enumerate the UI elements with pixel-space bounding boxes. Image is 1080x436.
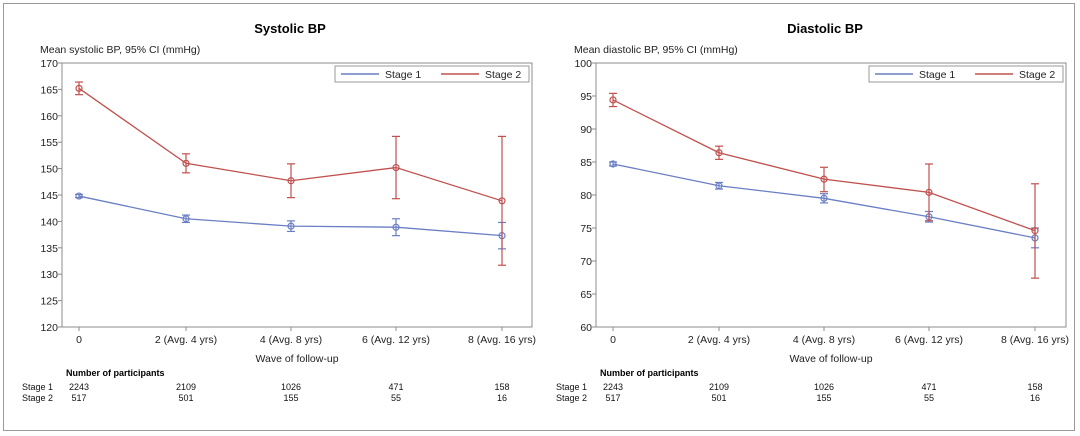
x-tick-label: 2 (Avg. 4 yrs) <box>688 334 750 346</box>
participants-count: 501 <box>711 393 726 403</box>
participants-count: 2243 <box>603 382 623 392</box>
series-line <box>612 99 1036 232</box>
series-stage-2 <box>75 81 506 266</box>
y-tick-label: 100 <box>574 58 592 70</box>
y-axis-label: Mean diastolic BP, 95% CI (mmHg) <box>574 44 738 56</box>
participants-count: 16 <box>1030 393 1040 403</box>
participants-row-label: Stage 1 <box>556 382 587 392</box>
y-tick-label: 120 <box>40 322 58 334</box>
participants-count: 1026 <box>281 382 301 392</box>
chart-panel-1: Systolic BP Mean systolic BP, 95% CI (mmH… <box>22 21 536 403</box>
data-point <box>609 96 617 104</box>
x-tick-label: 2 (Avg. 4 yrs) <box>155 334 217 346</box>
participants-count: 55 <box>391 393 401 403</box>
data-point <box>182 215 190 223</box>
data-point <box>820 194 828 202</box>
y-tick-label: 135 <box>40 243 58 255</box>
participants-count: 158 <box>494 382 509 392</box>
legend: Stage 1 Stage 2 <box>868 65 1064 83</box>
y-tick-label: 140 <box>40 216 58 228</box>
chart-title: Diastolic BP <box>787 21 863 36</box>
data-point <box>75 192 83 200</box>
plot-area <box>595 62 1067 328</box>
participants-count: 155 <box>283 393 298 403</box>
y-tick-label: 150 <box>40 164 58 176</box>
x-tick-label: 0 <box>610 334 616 346</box>
legend-label: Stage 1 <box>919 69 955 81</box>
participants-count: 158 <box>1027 382 1042 392</box>
data-point <box>287 222 295 230</box>
participants-count: 2243 <box>69 382 89 392</box>
series-stage-2 <box>609 92 1039 279</box>
y-tick-label: 75 <box>580 223 592 235</box>
participants-row-label: Stage 2 <box>22 393 53 403</box>
legend-label: Stage 2 <box>1019 69 1055 81</box>
participants-count: 2109 <box>176 382 196 392</box>
participants-count: 471 <box>388 382 403 392</box>
x-tick-label: 4 (Avg. 8 yrs) <box>260 334 322 346</box>
data-point <box>498 197 506 205</box>
legend-label: Stage 2 <box>485 69 521 81</box>
x-axis-label: Wave of follow-up <box>789 353 872 365</box>
x-tick-label: 6 (Avg. 12 yrs) <box>895 334 963 346</box>
y-tick-label: 60 <box>580 322 592 334</box>
participants-count: 2109 <box>709 382 729 392</box>
data-point <box>392 163 400 172</box>
y-tick-label: 65 <box>580 289 592 301</box>
participants-count: 16 <box>497 393 507 403</box>
y-tick-label: 95 <box>580 91 592 103</box>
series-stage-1 <box>75 192 506 250</box>
y-tick-label: 130 <box>40 269 58 281</box>
y-tick-label: 80 <box>580 190 592 202</box>
data-point <box>182 159 190 167</box>
data-point <box>75 84 83 92</box>
legend-label: Stage 1 <box>385 69 421 81</box>
data-point <box>715 182 723 190</box>
y-tick-label: 170 <box>40 58 58 70</box>
legend-box <box>868 65 1064 83</box>
legend-box <box>334 65 530 83</box>
participants-count: 517 <box>605 393 620 403</box>
x-tick-label: 0 <box>76 334 82 346</box>
participants-row-label: Stage 1 <box>22 382 53 392</box>
legend: Stage 1 Stage 2 <box>334 65 530 83</box>
y-tick-label: 85 <box>580 157 592 169</box>
data-point <box>287 177 295 185</box>
participants-count: 155 <box>816 393 831 403</box>
data-point <box>1031 227 1039 235</box>
plot-area <box>61 62 533 328</box>
data-point <box>820 175 828 183</box>
participants-count: 471 <box>921 382 936 392</box>
y-tick-label: 90 <box>580 124 592 136</box>
chart-panel-2: Diastolic BP Mean diastolic BP, 95% CI (m… <box>556 21 1069 403</box>
x-tick-label: 6 (Avg. 12 yrs) <box>362 334 430 346</box>
y-tick-label: 125 <box>40 296 58 308</box>
y-tick-label: 165 <box>40 84 58 96</box>
participants-heading: Number of participants <box>66 368 165 378</box>
data-point <box>925 188 933 196</box>
participants-count: 1026 <box>814 382 834 392</box>
x-tick-label: 8 (Avg. 16 yrs) <box>468 334 536 346</box>
y-tick-label: 145 <box>40 190 58 202</box>
y-axis-label: Mean systolic BP, 95% CI (mmHg) <box>40 44 200 56</box>
y-tick-label: 70 <box>580 256 592 268</box>
participants-count: 517 <box>71 393 86 403</box>
participants-row-label: Stage 2 <box>556 393 587 403</box>
data-point <box>609 160 617 168</box>
chart-title: Systolic BP <box>254 21 326 36</box>
x-tick-label: 8 (Avg. 16 yrs) <box>1001 334 1069 346</box>
y-tick-label: 155 <box>40 137 58 149</box>
participants-count: 55 <box>924 393 934 403</box>
x-axis-label: Wave of follow-up <box>255 353 338 365</box>
participants-count: 501 <box>178 393 193 403</box>
y-tick-label: 160 <box>40 111 58 123</box>
participants-heading: Number of participants <box>600 368 699 378</box>
data-point <box>392 223 400 231</box>
data-point <box>715 149 723 157</box>
x-tick-label: 4 (Avg. 8 yrs) <box>793 334 855 346</box>
